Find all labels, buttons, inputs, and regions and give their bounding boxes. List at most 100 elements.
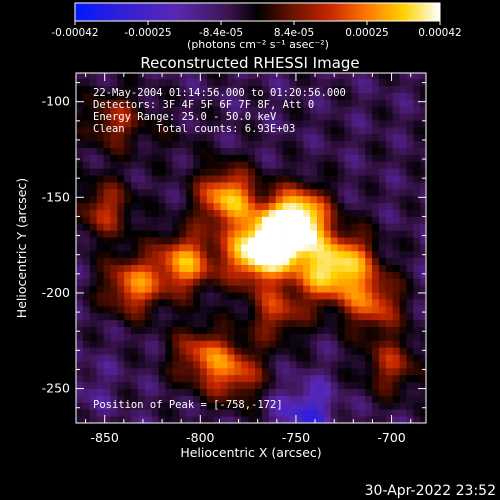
heatmap-cell — [117, 402, 125, 410]
heatmap-cell — [234, 278, 242, 286]
heatmap-cell — [131, 161, 139, 169]
heatmap-cell — [268, 182, 277, 190]
heatmap-cell — [124, 106, 132, 114]
heatmap-cell — [186, 106, 194, 114]
heatmap-cell — [131, 237, 139, 245]
heatmap-cell — [255, 216, 263, 224]
heatmap-cell — [372, 182, 380, 190]
heatmap-cell — [344, 278, 352, 286]
heatmap-cell — [186, 367, 194, 376]
heatmap-cell — [199, 312, 208, 321]
heatmap-cell — [110, 416, 118, 423]
heatmap-cell — [310, 223, 318, 231]
heatmap-cell — [323, 216, 332, 224]
heatmap-cell — [282, 312, 290, 321]
heatmap-cell — [131, 285, 139, 293]
heatmap-cell — [420, 175, 426, 183]
heatmap-cell — [124, 243, 132, 252]
heatmap-cell — [165, 113, 173, 121]
heatmap-cell — [282, 416, 290, 423]
heatmap-cell — [82, 402, 91, 410]
heatmap-cell — [344, 354, 352, 362]
heatmap-cell — [261, 120, 270, 128]
heatmap-cell — [165, 140, 173, 148]
heatmap-cell — [310, 168, 318, 176]
heatmap-cell — [275, 99, 283, 107]
heatmap-cell — [234, 182, 242, 190]
heatmap-cell — [275, 367, 283, 376]
heatmap-cell — [117, 243, 125, 252]
heatmap-cell — [255, 257, 263, 266]
heatmap-cell — [275, 175, 283, 183]
heatmap-cell — [255, 388, 263, 396]
heatmap-cell — [179, 202, 187, 210]
heatmap-cell — [378, 168, 387, 176]
heatmap-cell — [241, 161, 249, 169]
heatmap-cell — [261, 257, 270, 266]
heatmap-cell — [179, 188, 187, 197]
heatmap-cell — [103, 223, 111, 231]
heatmap-cell — [310, 299, 318, 307]
heatmap-cell — [165, 285, 173, 293]
heatmap-cell — [392, 257, 401, 266]
heatmap-cell — [385, 216, 394, 224]
heatmap-cell — [344, 120, 352, 128]
heatmap-cell — [82, 99, 91, 107]
heatmap-cell — [103, 237, 111, 245]
heatmap-cell — [124, 381, 132, 389]
heatmap-cell — [96, 381, 104, 389]
heatmap — [76, 73, 426, 423]
heatmap-cell — [420, 278, 426, 286]
heatmap-cell — [344, 99, 352, 107]
heatmap-cell — [213, 133, 221, 142]
heatmap-cell — [351, 340, 359, 348]
heatmap-cell — [310, 354, 318, 362]
heatmap-cell — [89, 250, 98, 259]
heatmap-cell — [124, 305, 132, 314]
heatmap-cell — [137, 126, 146, 135]
heatmap-cell — [372, 305, 380, 314]
heatmap-cell — [399, 292, 407, 300]
heatmap-cell — [117, 367, 125, 376]
heatmap-cell — [310, 73, 318, 80]
heatmap-cell — [193, 99, 201, 107]
heatmap-cell — [82, 78, 91, 87]
x-tick-label: -750 — [282, 430, 310, 445]
heatmap-cell — [330, 78, 339, 87]
heatmap-cell — [186, 223, 194, 231]
heatmap-cell — [316, 73, 325, 80]
heatmap-cell — [358, 188, 366, 197]
heatmap-cell — [227, 133, 235, 142]
heatmap-cell — [179, 402, 187, 410]
heatmap-cell — [227, 361, 235, 369]
heatmap-cell — [227, 243, 235, 252]
heatmap-cell — [275, 202, 283, 210]
heatmap-cell — [151, 354, 160, 362]
heatmap-cell — [392, 347, 401, 355]
heatmap-cell — [248, 85, 256, 93]
heatmap-cell — [220, 237, 228, 245]
heatmap-cell — [186, 409, 194, 417]
heatmap-cell — [337, 367, 345, 376]
heatmap-cell — [261, 292, 270, 300]
heatmap-cell — [76, 402, 84, 410]
heatmap-cell — [303, 340, 311, 348]
heatmap-cell — [303, 113, 311, 121]
heatmap-cell — [213, 216, 221, 224]
heatmap-cell — [124, 347, 132, 355]
heatmap-cell — [193, 188, 201, 197]
heatmap-cell — [248, 230, 256, 238]
heatmap-cell — [413, 182, 421, 190]
heatmap-cell — [96, 182, 104, 190]
heatmap-cell — [220, 347, 228, 355]
heatmap-cell — [275, 73, 283, 80]
heatmap-cell — [96, 147, 104, 155]
heatmap-cell — [248, 140, 256, 148]
heatmap-cell — [310, 312, 318, 321]
heatmap-cell — [323, 381, 332, 389]
heatmap-cell — [110, 257, 118, 266]
heatmap-cell — [117, 223, 125, 231]
heatmap-cell — [337, 85, 345, 93]
heatmap-cell — [179, 333, 187, 341]
heatmap-cell — [103, 278, 111, 286]
